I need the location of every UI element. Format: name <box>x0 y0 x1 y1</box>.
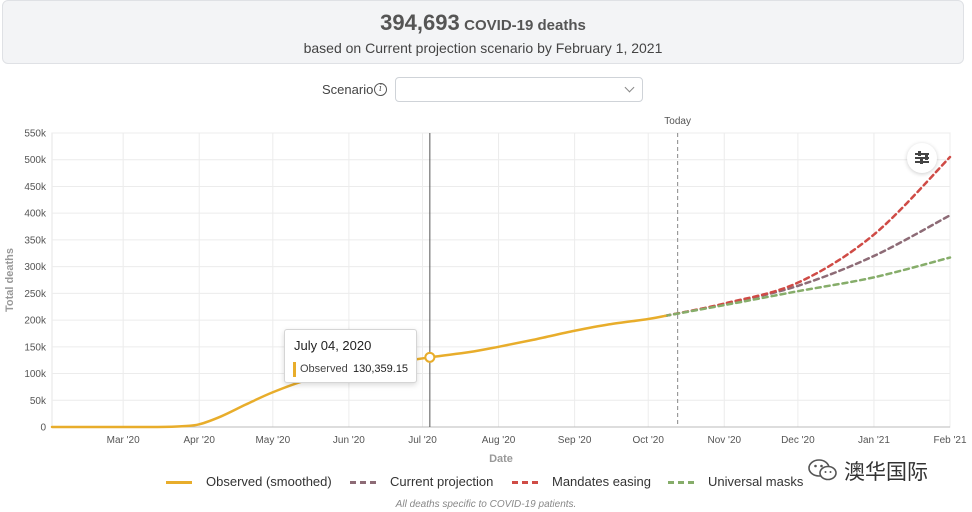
y-tick-label: 50k <box>30 396 47 407</box>
y-tick-label: 350k <box>24 235 47 246</box>
chevron-down-icon[interactable] <box>624 82 635 93</box>
chart-tooltip: July 04, 2020 Observed 130,359.15 <box>284 329 417 383</box>
headline: 394,693 COVID-19 deaths <box>3 10 963 36</box>
chart-settings-button[interactable] <box>907 143 937 173</box>
chip-remove-icon[interactable]: × <box>457 85 464 96</box>
chip-masks[interactable]: Masks × <box>549 84 590 96</box>
x-tick-label: Jun '20 <box>333 435 365 446</box>
chip-projection[interactable]: Projection × <box>406 84 464 96</box>
y-tick-label: 500k <box>24 155 47 166</box>
deaths-unit: COVID-19 deaths <box>464 17 586 34</box>
scenario-label: Scenario <box>322 82 374 97</box>
footnote: All deaths specific to COVID-19 patients… <box>395 499 577 510</box>
chart: 0 50k 100k 150k 200k 250k 300k 350k 400k 450k 500k… <box>4 116 967 465</box>
chip-remove-icon[interactable]: × <box>583 85 590 96</box>
chip-easing[interactable]: Easing × <box>485 84 528 96</box>
y-tick-label: 300k <box>24 262 47 273</box>
y-tick-label: 100k <box>24 369 47 380</box>
series-line-current-projection <box>664 214 952 318</box>
x-tick-label: Feb '21 <box>933 435 966 446</box>
info-icon[interactable]: i <box>374 83 387 96</box>
x-tick-label: Nov '20 <box>707 435 741 446</box>
y-tick-label: 250k <box>24 289 47 300</box>
scenario-select[interactable]: Projection × Easing × Masks × <box>395 77 643 102</box>
legend-swatch <box>166 481 192 484</box>
y-tick-label: 150k <box>24 342 47 353</box>
legend-label: Mandates easing <box>552 474 652 489</box>
x-tick-label: Aug '20 <box>482 435 516 446</box>
legend-swatch <box>668 481 694 484</box>
chart-legend: Observed (smoothed) Current projection M… <box>0 472 972 492</box>
x-tick-label: Jan '21 <box>858 435 890 446</box>
watermark-text: 澳华国际 <box>844 460 928 484</box>
x-axis-title: Date <box>489 453 513 465</box>
hover-point <box>424 351 436 363</box>
x-tick-label: Oct '20 <box>633 435 665 446</box>
y-tick-label: 450k <box>24 182 47 193</box>
legend-label: Universal masks <box>708 474 804 489</box>
y-tick-label: 0 <box>40 423 46 434</box>
y-tick-label: 200k <box>24 316 47 327</box>
tooltip-date: July 04, 2020 <box>294 338 372 353</box>
tooltip-value: 130,359.15 <box>353 363 409 375</box>
legend-swatch <box>350 481 376 484</box>
y-tick-label: 550k <box>24 129 47 140</box>
y-axis-title: Total deaths <box>4 248 16 312</box>
wechat-icon <box>808 459 837 481</box>
legend-label: Observed (smoothed) <box>206 474 332 489</box>
series-line-mandates-easing <box>664 155 952 318</box>
headline-card: 394,693 COVID-19 deaths based on Current… <box>2 0 964 64</box>
legend-label: Current projection <box>390 474 494 489</box>
today-label: Today <box>664 116 691 127</box>
legend-swatch <box>512 481 538 484</box>
y-tick-label: 400k <box>24 209 47 220</box>
series-line-universal-masks <box>664 256 952 318</box>
headline-subtitle: based on Current projection scenario by … <box>303 40 663 56</box>
chip-remove-icon[interactable]: × <box>521 85 528 96</box>
x-tick-label: Dec '20 <box>781 435 815 446</box>
deaths-total: 394,693 <box>380 10 460 35</box>
x-tick-label: May '20 <box>255 435 290 446</box>
x-tick-label: Sep '20 <box>558 435 592 446</box>
x-tick-label: Apr '20 <box>184 435 216 446</box>
x-tick-label: Jul '20 <box>408 435 437 446</box>
x-tick-label: Mar '20 <box>107 435 140 446</box>
tooltip-series: Observed <box>300 363 348 375</box>
tooltip-swatch <box>293 362 296 377</box>
